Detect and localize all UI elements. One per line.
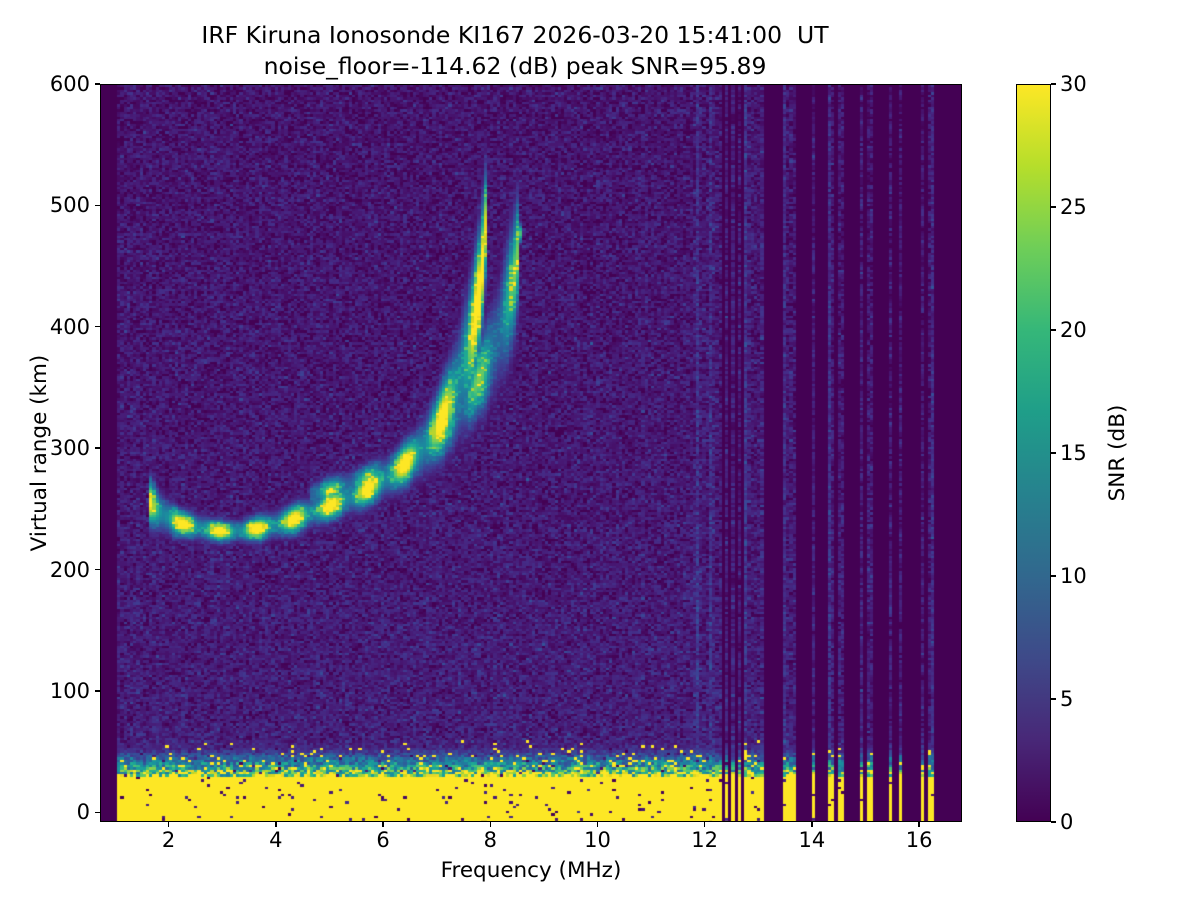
y-axis-label: Virtual range (km) bbox=[27, 354, 52, 552]
x-tick-label: 6 bbox=[376, 828, 390, 852]
colorbar-tick-label: 5 bbox=[1060, 687, 1074, 711]
x-tick-label: 2 bbox=[161, 828, 176, 852]
colorbar-tick-mark bbox=[1051, 452, 1056, 454]
x-tick-label: 14 bbox=[798, 828, 826, 852]
colorbar-tick-mark bbox=[1051, 575, 1056, 577]
x-tick-mark bbox=[811, 822, 813, 827]
colorbar-tick-label: 0 bbox=[1060, 810, 1074, 834]
figure-title: IRF Kiruna Ionosonde KI167 2026-03-20 15… bbox=[0, 20, 1030, 82]
y-tick-label: 200 bbox=[49, 557, 90, 582]
y-tick-label: 500 bbox=[49, 193, 90, 218]
colorbar-tick-mark bbox=[1051, 206, 1056, 208]
y-tick-mark bbox=[95, 568, 100, 571]
colorbar-tick-mark bbox=[1051, 698, 1056, 700]
colorbar-tick-mark bbox=[1051, 329, 1056, 331]
y-tick-label: 400 bbox=[49, 314, 90, 339]
x-tick-label: 12 bbox=[691, 828, 719, 852]
colorbar-tick-label: 25 bbox=[1060, 195, 1087, 219]
x-axis-label: Frequency (MHz) bbox=[440, 858, 622, 883]
y-tick-mark bbox=[95, 326, 100, 328]
colorbar-tick-label: 10 bbox=[1060, 564, 1087, 588]
colorbar-tick-mark bbox=[1051, 83, 1056, 85]
y-tick-label: 300 bbox=[49, 436, 90, 461]
title-line-2: noise_floor=-114.62 (dB) peak SNR=95.89 bbox=[263, 52, 767, 80]
x-tick-label: 8 bbox=[483, 828, 497, 852]
y-tick-mark bbox=[95, 83, 100, 85]
y-tick-label: 100 bbox=[49, 678, 90, 703]
x-tick-mark bbox=[275, 822, 277, 827]
y-tick-label: 0 bbox=[76, 800, 90, 825]
colorbar-tick-label: 30 bbox=[1060, 72, 1087, 96]
x-tick-label: 16 bbox=[905, 828, 933, 852]
colorbar-gradient bbox=[1017, 85, 1050, 821]
y-tick-mark bbox=[95, 690, 100, 692]
plot-area[interactable] bbox=[100, 84, 962, 822]
x-tick-mark bbox=[596, 822, 599, 827]
y-tick-mark bbox=[95, 811, 100, 813]
colorbar-tick-mark bbox=[1051, 821, 1056, 823]
x-tick-label: 10 bbox=[584, 828, 611, 852]
y-tick-label: 600 bbox=[49, 72, 90, 96]
ionogram-heatmap[interactable] bbox=[101, 85, 961, 821]
y-tick-mark bbox=[95, 447, 100, 449]
colorbar[interactable] bbox=[1016, 84, 1051, 822]
title-line-1: IRF Kiruna Ionosonde KI167 2026-03-20 15… bbox=[201, 21, 829, 49]
x-tick-mark bbox=[703, 822, 706, 827]
x-tick-label: 4 bbox=[269, 828, 283, 852]
x-tick-mark bbox=[167, 822, 170, 827]
colorbar-label: SNR (dB) bbox=[1105, 404, 1130, 502]
x-tick-mark bbox=[382, 822, 384, 827]
x-tick-mark bbox=[918, 822, 920, 827]
y-tick-mark bbox=[95, 204, 100, 207]
colorbar-tick-label: 15 bbox=[1060, 441, 1087, 465]
x-tick-mark bbox=[489, 822, 491, 827]
colorbar-tick-label: 20 bbox=[1060, 318, 1087, 342]
